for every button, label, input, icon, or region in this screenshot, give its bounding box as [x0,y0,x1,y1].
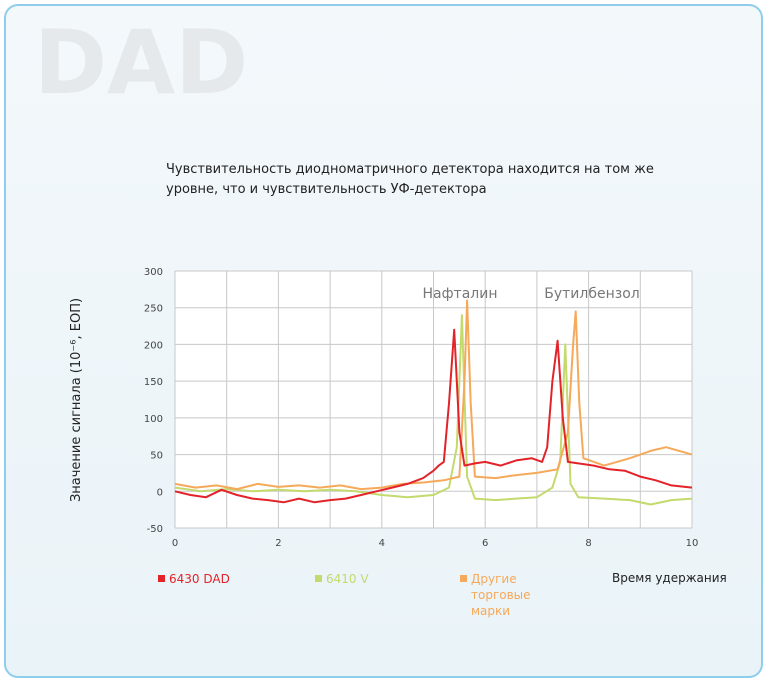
y-axis-label: Значение сигнала (10⁻⁶, ЕОП) [69,298,84,502]
legend-swatch [460,575,467,582]
annotation: Нафталин [422,286,497,302]
x-tick-label: 0 [172,538,178,549]
watermark: DAD [34,11,248,114]
legend-label: 6410 V [326,572,369,586]
series-line [174,299,693,491]
y-tick-label: 100 [144,414,163,425]
title-box: Чувствительность диодноматричного детект… [166,162,654,197]
x-axis-label: Время удержания [612,571,727,585]
y-tick-label: 0 [157,487,163,498]
series-line [174,314,693,506]
x-tick-label: 8 [585,538,591,549]
legend-swatch [315,575,322,582]
y-tick-label: 50 [150,451,163,462]
legend-item: 6430 DAD [158,571,269,587]
legend-swatch [158,575,165,582]
x-tick-label: 4 [379,538,385,549]
series-line [174,328,693,504]
y-tick-label: -50 [147,524,163,535]
y-tick-label: 150 [144,377,163,388]
y-tick-label: 300 [144,267,163,278]
y-tick-label: 250 [144,304,163,315]
legend-label: Другие торговые марки [471,572,531,618]
x-tick-label: 10 [686,538,699,549]
x-tick-label: 2 [275,538,281,549]
x-tick-label: 6 [482,538,488,549]
legend-item: Другие торговые марки [460,571,571,619]
legend-item: 6410 V [315,571,426,587]
chart-title: Чувствительность диодноматричного детект… [166,162,654,197]
annotation: Бутилбензол [544,286,639,302]
y-tick-label: 200 [144,340,163,351]
legend-label: 6430 DAD [169,572,230,586]
